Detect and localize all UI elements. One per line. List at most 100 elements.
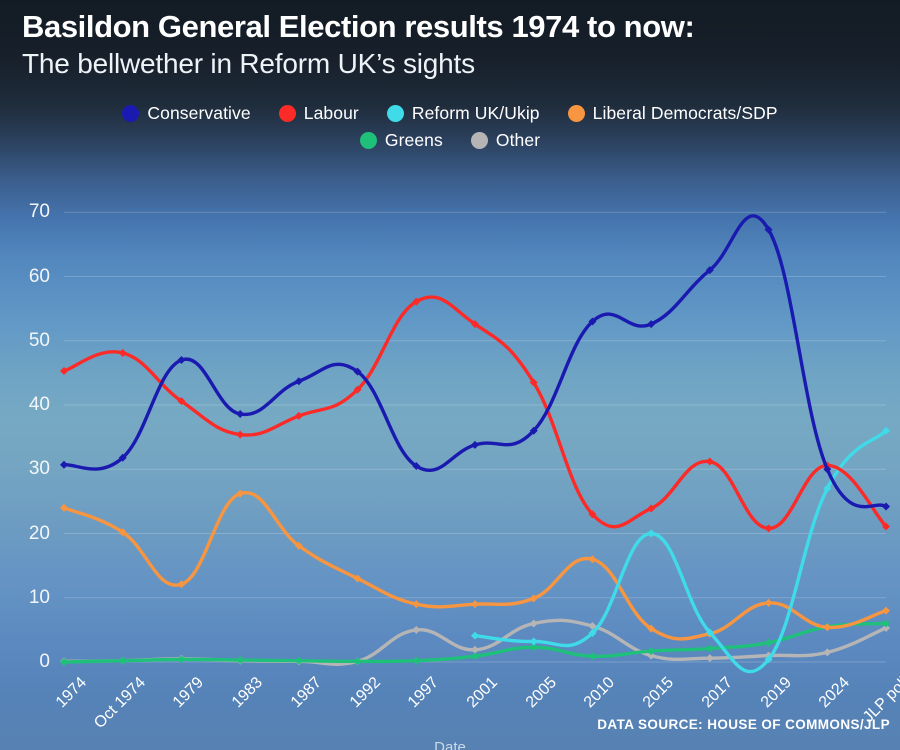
legend-item-label: Liberal Democrats/SDP [592, 103, 778, 123]
y-axis-tick-label: 50 [28, 329, 50, 351]
data-point-marker [823, 465, 832, 474]
data-point-marker [471, 631, 479, 640]
data-point-marker [471, 600, 479, 609]
page-title: Basildon General Election results 1974 t… [22, 9, 695, 44]
series-line [473, 429, 888, 674]
series-reform-uk-ukip [471, 426, 890, 674]
series-liberal-democrats-sdp [60, 489, 890, 641]
data-point-marker [588, 510, 597, 519]
data-point-marker [823, 623, 832, 632]
data-point-marker [764, 638, 773, 647]
data-point-marker [529, 637, 538, 646]
chart-legend: Conservative Labour Reform UK/Ukip Liberal … [0, 103, 900, 151]
legend-item-greens[interactable]: Greens [359, 130, 443, 151]
data-point-marker [236, 656, 245, 665]
legend-item-conservative[interactable]: Conservative [122, 103, 251, 124]
data-point-marker [118, 348, 127, 357]
data-point-marker [705, 644, 714, 653]
legend-color-swatch-icon [359, 132, 377, 149]
data-point-marker [412, 462, 421, 471]
data-point-marker [471, 652, 479, 661]
legend-item-labour[interactable]: Labour [278, 103, 359, 124]
data-point-marker [412, 656, 421, 665]
data-point-marker [705, 654, 714, 663]
y-axis-tick-label: 0 [39, 651, 50, 672]
data-point-marker [529, 594, 538, 603]
data-point-marker [647, 529, 656, 538]
data-point-marker [529, 426, 538, 435]
legend-item-liberal-democrats-sdp[interactable]: Liberal Democrats/SDP [567, 103, 778, 124]
series-line [62, 295, 888, 531]
data-point-marker [177, 356, 186, 365]
data-point-marker [823, 648, 832, 657]
y-axis-tick-label: 40 [28, 394, 50, 415]
data-point-marker [177, 397, 186, 406]
data-point-marker [882, 619, 890, 628]
data-point-marker [588, 555, 597, 564]
data-point-marker [412, 297, 421, 306]
data-point-marker [529, 619, 538, 628]
data-point-marker [236, 489, 245, 498]
data-point-marker [60, 503, 68, 512]
legend-item-reform-uk-ukip[interactable]: Reform UK/Ukip [386, 103, 540, 124]
data-point-marker [412, 600, 421, 609]
data-point-marker [412, 625, 421, 634]
legend-item-other[interactable]: Other [470, 130, 541, 151]
series-line [62, 491, 888, 641]
data-point-marker [471, 645, 479, 654]
legend-color-swatch-icon [470, 132, 488, 149]
data-point-marker [60, 366, 68, 375]
data-point-marker [529, 643, 538, 652]
data-point-marker [823, 484, 832, 493]
data-point-marker [60, 658, 68, 666]
legend-item-label: Greens [384, 130, 443, 150]
legend-item-label: Conservative [147, 103, 251, 123]
data-point-marker [353, 367, 362, 376]
data-point-marker [471, 440, 479, 449]
legend-item-label: Reform UK/Ukip [411, 103, 540, 123]
data-point-marker [588, 317, 597, 326]
x-axis-label: Date [434, 739, 466, 750]
data-point-marker [588, 652, 597, 661]
y-axis-tick-label: 60 [28, 265, 50, 287]
data-point-marker [118, 528, 127, 537]
data-point-marker [647, 651, 656, 660]
y-axis-tick-label: 30 [28, 458, 50, 480]
legend-color-swatch-icon [386, 105, 404, 122]
data-point-marker [118, 656, 127, 665]
data-point-marker [236, 410, 245, 419]
data-point-marker [647, 647, 656, 656]
legend-item-label: Other [495, 130, 541, 150]
data-point-marker [882, 426, 890, 435]
series-conservative [60, 214, 890, 511]
data-point-marker [882, 606, 890, 615]
data-point-marker [764, 598, 773, 607]
legend-color-swatch-icon [567, 105, 585, 122]
data-point-marker [882, 502, 890, 511]
data-point-marker [647, 624, 656, 633]
data-point-marker [647, 504, 656, 513]
legend-row-secondary: Greens Other [346, 130, 554, 151]
data-point-marker [588, 622, 597, 631]
series-line [62, 214, 888, 509]
header: Basildon General Election results 1974 t… [22, 9, 882, 80]
data-point-marker [705, 628, 714, 637]
series-labour [60, 295, 890, 533]
legend-item-label: Labour [303, 103, 359, 123]
legend-color-swatch-icon [122, 105, 140, 122]
data-point-marker [353, 574, 362, 583]
data-point-marker [882, 522, 890, 531]
page-subtitle: The bellwether in Reform UK’s sights [22, 47, 475, 79]
data-point-marker [60, 460, 68, 469]
data-point-marker [353, 385, 362, 394]
data-point-marker [705, 457, 714, 466]
data-point-marker [471, 320, 479, 329]
data-point-marker [764, 655, 773, 664]
data-point-marker [588, 629, 597, 638]
data-point-marker [764, 524, 773, 533]
data-point-marker [177, 655, 186, 664]
y-axis-tick-label: 20 [28, 522, 50, 544]
